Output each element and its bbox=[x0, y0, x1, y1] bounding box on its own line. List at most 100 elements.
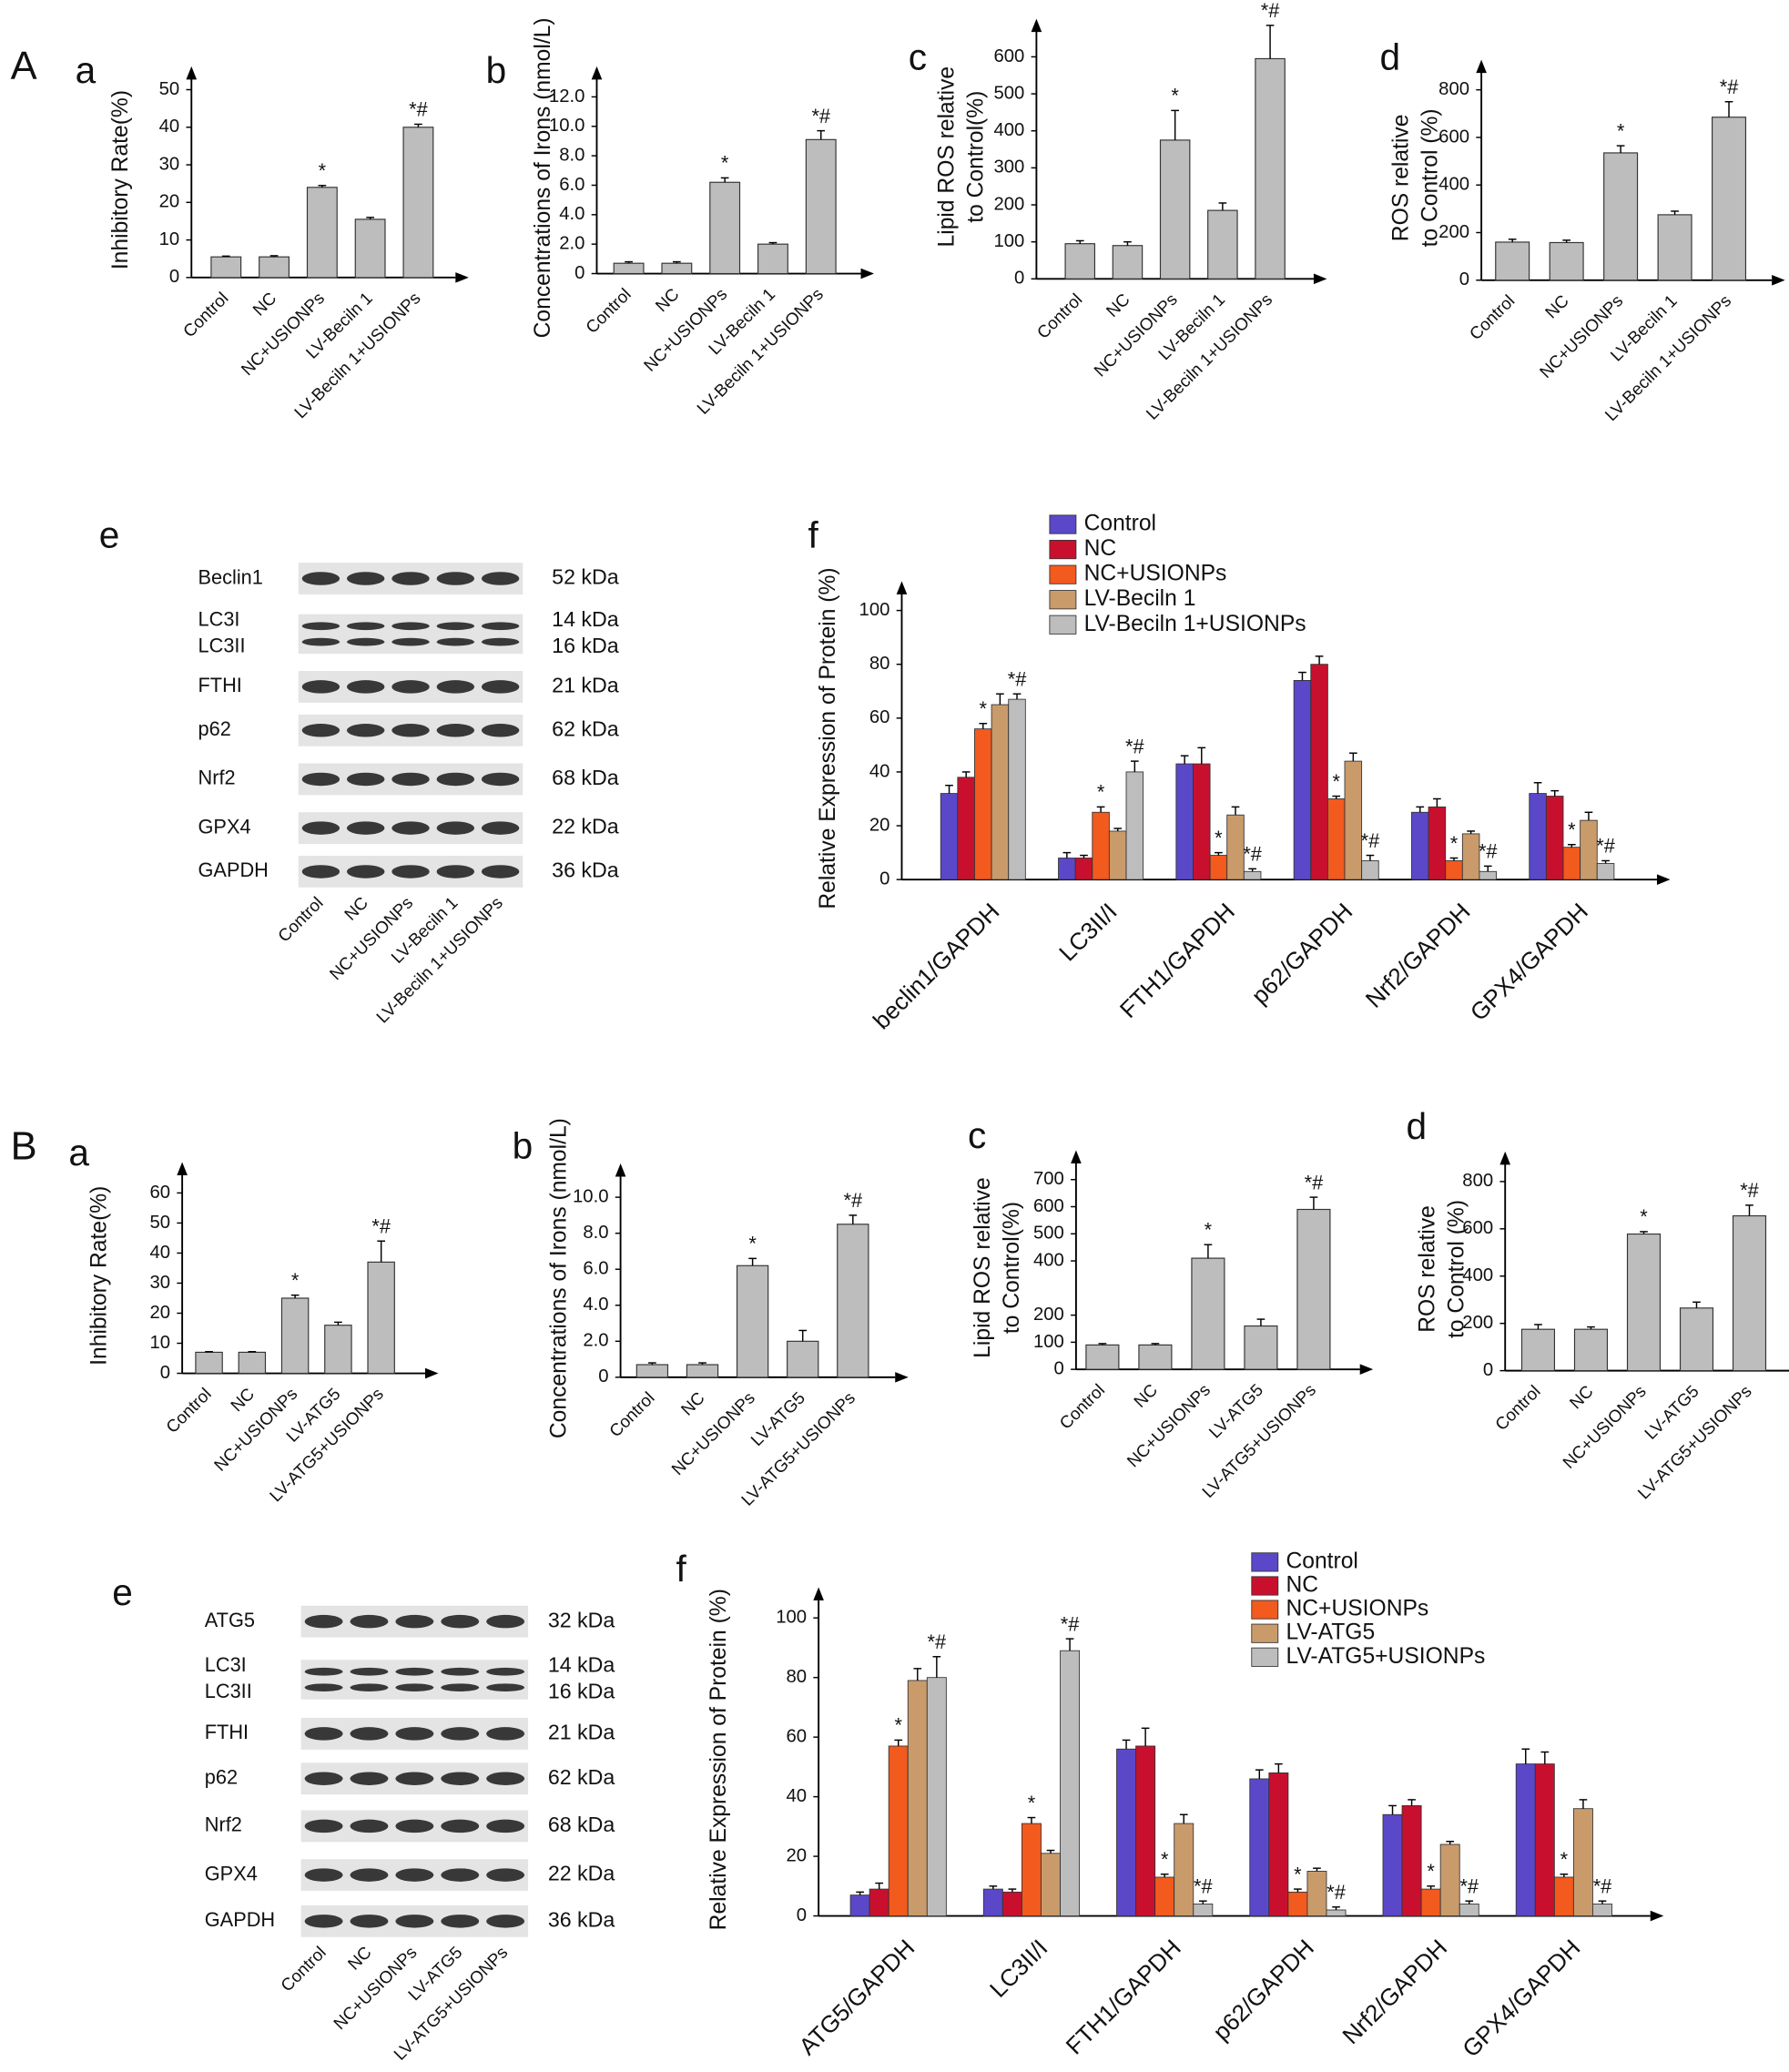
significance-marker: * bbox=[1028, 1792, 1036, 1814]
axis-arrow bbox=[1656, 874, 1671, 885]
blot-band bbox=[436, 622, 475, 631]
axis-arrow bbox=[1031, 18, 1042, 33]
bar bbox=[1296, 1208, 1331, 1370]
bar bbox=[1495, 241, 1530, 281]
kda-label: 62 kDa bbox=[552, 716, 619, 740]
y-tick-label: 100 bbox=[1033, 1332, 1064, 1352]
blot-band bbox=[350, 1819, 389, 1833]
kda-label: 16 kDa bbox=[552, 634, 619, 657]
blot-band bbox=[436, 772, 475, 787]
y-tick-label: 600 bbox=[1462, 1218, 1493, 1238]
axis-arrow bbox=[1359, 1364, 1374, 1375]
y-tick-label: 600 bbox=[1033, 1196, 1064, 1216]
blot-band bbox=[441, 1819, 480, 1833]
blot-band bbox=[395, 1683, 434, 1692]
bar bbox=[1174, 1823, 1194, 1916]
bar bbox=[402, 127, 434, 279]
blot-band bbox=[301, 724, 341, 737]
axis-arrow bbox=[1313, 273, 1327, 285]
blot-band bbox=[304, 1868, 343, 1882]
y-tick-label: 500 bbox=[993, 83, 1024, 103]
bar bbox=[1060, 1650, 1081, 1916]
bar bbox=[1135, 1745, 1156, 1916]
axis-arrow bbox=[186, 66, 198, 80]
lane-label: NC bbox=[341, 893, 371, 924]
blot-band bbox=[441, 1868, 480, 1882]
legend-swatch bbox=[1251, 1552, 1279, 1572]
blot-band bbox=[486, 1819, 525, 1833]
bar bbox=[1592, 1904, 1612, 1916]
bar bbox=[1679, 1307, 1714, 1372]
x-tick-label: Nrf2/GAPDH bbox=[1360, 898, 1476, 1013]
significance-marker: * bbox=[1450, 832, 1459, 855]
significance-marker: * bbox=[1560, 1848, 1569, 1871]
blot-band bbox=[391, 680, 430, 694]
bar bbox=[1459, 1904, 1479, 1916]
bar bbox=[974, 728, 992, 880]
y-tick-label: 400 bbox=[993, 120, 1024, 140]
blot-band bbox=[391, 865, 430, 879]
blot-band bbox=[481, 572, 520, 585]
y-axis-label: ROS relative bbox=[1416, 1205, 1440, 1333]
y-axis-label: to Control (%) bbox=[1445, 1200, 1469, 1338]
blot-band bbox=[346, 622, 385, 631]
blot-band bbox=[395, 1819, 434, 1833]
axis-arrow bbox=[896, 581, 908, 594]
kda-label: 62 kDa bbox=[548, 1765, 615, 1789]
protein-label: GPX4 bbox=[198, 815, 251, 838]
y-tick-label: 800 bbox=[1438, 79, 1469, 99]
x-tick-label: p62/GAPDH bbox=[1246, 898, 1358, 1010]
legend-label: Control bbox=[1286, 1549, 1357, 1573]
legend-label: LV-Beciln 1 bbox=[1084, 586, 1196, 611]
x-tick-label: Control bbox=[1055, 1380, 1108, 1433]
bar bbox=[1112, 245, 1144, 279]
bar bbox=[1732, 1214, 1767, 1372]
bar bbox=[907, 1680, 928, 1916]
significance-marker: *# bbox=[844, 1189, 863, 1212]
y-tick-label: 40 bbox=[159, 117, 180, 137]
bar bbox=[635, 1364, 669, 1378]
x-tick-label: Control bbox=[605, 1388, 658, 1441]
bar bbox=[306, 187, 338, 279]
blot-band bbox=[441, 1614, 480, 1629]
protein-label: p62 bbox=[198, 717, 231, 740]
bar bbox=[1382, 1813, 1403, 1916]
y-tick-label: 0 bbox=[797, 1905, 807, 1925]
y-tick-label: 0 bbox=[574, 263, 584, 283]
x-tick-label: p62/GAPDH bbox=[1207, 1934, 1319, 2046]
significance-marker: *# bbox=[1361, 829, 1380, 852]
kda-label: 32 kDa bbox=[548, 1608, 615, 1631]
bar bbox=[1461, 833, 1480, 880]
y-tick-label: 0 bbox=[1483, 1360, 1493, 1380]
significance-marker: * bbox=[721, 152, 729, 175]
significance-marker: *# bbox=[1327, 1881, 1346, 1904]
kda-label: 16 kDa bbox=[548, 1680, 615, 1703]
x-tick-label: NC bbox=[1103, 289, 1133, 320]
bar bbox=[354, 218, 386, 279]
blot-band bbox=[391, 821, 430, 835]
y-tick-label: 60 bbox=[149, 1183, 170, 1203]
blot-band bbox=[350, 1868, 389, 1882]
y-tick-label: 40 bbox=[786, 1786, 807, 1806]
kda-label: 68 kDa bbox=[548, 1813, 615, 1836]
bar bbox=[1428, 806, 1447, 880]
y-axis-label: Lipid ROS relative bbox=[971, 1177, 995, 1358]
y-tick-label: 2.0 bbox=[583, 1331, 608, 1351]
significance-marker: * bbox=[319, 159, 327, 182]
axis-arrow bbox=[1071, 1150, 1082, 1163]
x-tick-label: NC bbox=[677, 1388, 708, 1419]
y-tick-label: 40 bbox=[149, 1243, 170, 1263]
bar bbox=[1562, 847, 1581, 880]
y-tick-label: 20 bbox=[869, 815, 890, 835]
bar bbox=[926, 1677, 947, 1916]
significance-marker: * bbox=[748, 1233, 757, 1255]
bar bbox=[1657, 214, 1692, 281]
legend-swatch bbox=[1049, 540, 1077, 560]
significance-marker: *# bbox=[1261, 0, 1280, 22]
blot-band bbox=[304, 1915, 343, 1928]
blot-band bbox=[350, 1614, 389, 1629]
bar bbox=[1074, 858, 1093, 880]
bar bbox=[367, 1261, 395, 1375]
x-tick-label: Control bbox=[162, 1384, 215, 1437]
bar bbox=[1626, 1233, 1662, 1372]
